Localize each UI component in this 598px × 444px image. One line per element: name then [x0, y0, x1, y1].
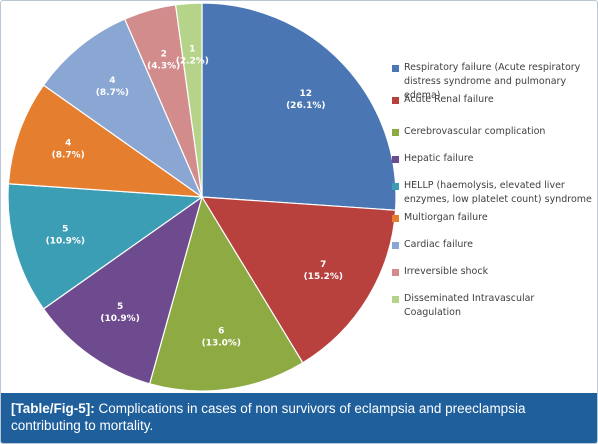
- slice-value-label: 7: [320, 260, 326, 270]
- pie-slice-multiorgan-failure: [7, 84, 205, 198]
- legend-label: HELLP (haemolysis, elevated liver enzyme…: [404, 180, 592, 205]
- legend-label: Respiratory failure (Acute respiratory d…: [404, 62, 581, 101]
- pie-slice-hepatic-failure: [42, 195, 204, 385]
- legend-swatch: [392, 242, 399, 249]
- legend-item: Respiratory failure (Acute respiratory d…: [392, 61, 592, 103]
- legend-label: Cerebrovascular complication: [404, 126, 546, 137]
- legend-swatch: [392, 269, 399, 276]
- slice-value-label: 4: [109, 76, 115, 86]
- legend-item: Cardiac failure: [392, 238, 592, 252]
- legend-label: Hepatic failure: [404, 153, 474, 164]
- pie-slice-respiratory-failure-acute-resp: [201, 2, 397, 211]
- slice-percent-label: (2.2%): [176, 56, 209, 66]
- slice-percent-label: (10.9%): [100, 314, 139, 324]
- slice-value-label: 4: [65, 138, 71, 148]
- legend-item: Cerebrovascular complication: [392, 125, 592, 139]
- pie-slice-cardiac-failure: [42, 18, 204, 199]
- legend-item: Irreversible shock: [392, 265, 592, 279]
- slice-value-label: 5: [62, 224, 68, 234]
- slice-value-label: 12: [300, 89, 313, 99]
- caption-reference: [Table/Fig-5]:: [11, 401, 95, 416]
- slice-percent-label: (26.1%): [286, 101, 325, 111]
- legend-swatch: [392, 215, 399, 222]
- legend-swatch: [392, 129, 399, 136]
- caption-text: Complications in cases of non survivors …: [11, 401, 526, 433]
- legend-label: Irreversible shock: [404, 266, 489, 277]
- pie-slice-cerebrovascular-complication: [148, 195, 304, 392]
- pie-slice-acute-renal-failure: [200, 196, 397, 364]
- legend-swatch: [392, 296, 399, 303]
- slice-percent-label: (8.7%): [96, 88, 129, 98]
- legend-swatch: [392, 156, 399, 163]
- legend-label: Disseminated Intravascular Coagulation: [404, 293, 535, 318]
- slice-value-label: 2: [161, 49, 167, 59]
- slice-value-label: 1: [189, 44, 195, 54]
- pie-slice-disseminated-intravascular-coa: [174, 2, 203, 198]
- legend-swatch: [392, 65, 399, 72]
- legend-label: Multiorgan failure: [404, 212, 488, 223]
- slice-percent-label: (4.3%): [147, 61, 180, 71]
- legend-item: HELLP (haemolysis, elevated liver enzyme…: [392, 179, 592, 207]
- slice-percent-label: (8.7%): [52, 150, 85, 160]
- legend-label: Cardiac failure: [404, 239, 473, 250]
- slice-value-label: 6: [218, 327, 224, 337]
- pie-slice-hellp-haemolysis-elevated-live: [7, 183, 204, 310]
- figure-caption: [Table/Fig-5]: Complications in cases of…: [1, 393, 597, 443]
- slice-value-label: 5: [117, 302, 123, 312]
- legend-item: Acute Renal failure: [392, 93, 592, 107]
- slice-percent-label: (13.0%): [202, 339, 241, 349]
- slice-percent-label: (10.9%): [46, 236, 85, 246]
- legend-swatch: [392, 183, 399, 190]
- legend-item: Disseminated Intravascular Coagulation: [392, 292, 592, 320]
- legend-label: Acute Renal failure: [404, 94, 494, 105]
- slice-percent-label: (15.2%): [304, 272, 343, 282]
- legend-swatch: [392, 97, 399, 104]
- legend-item: Multiorgan failure: [392, 211, 592, 225]
- legend-item: Hepatic failure: [392, 152, 592, 166]
- pie-chart: 12(26.1%)7(15.2%)6(13.0%)5(10.9%)5(10.9%…: [7, 2, 397, 392]
